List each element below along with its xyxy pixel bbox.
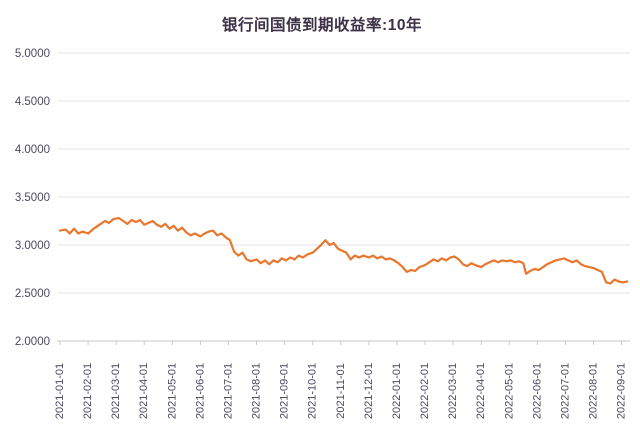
y-axis-tick-label: 2.0000 xyxy=(15,336,50,348)
x-axis-tick-label: 2021-06-01 xyxy=(194,363,206,419)
chart-title: 银行间国债到期收益率:10年 xyxy=(222,17,422,34)
series-line-10y-yield xyxy=(58,217,629,285)
x-axis-tick-label: 2022-01-01 xyxy=(391,363,403,419)
x-axis-tick-label: 2021-03-01 xyxy=(110,363,122,419)
x-axis-tick-label: 2021-08-01 xyxy=(251,363,263,419)
x-axis-tick-label: 2022-05-01 xyxy=(503,363,515,419)
x-axis-tick-label: 2021-02-01 xyxy=(82,363,94,419)
x-axis-tick-label: 2021-04-01 xyxy=(138,363,150,419)
x-axis-tick-label: 2021-10-01 xyxy=(307,363,319,419)
x-axis-tick-label: 2021-12-01 xyxy=(363,363,375,419)
x-axis-tick-label: 2022-09-01 xyxy=(616,363,628,419)
x-axis-tick-label: 2022-06-01 xyxy=(531,363,543,419)
y-axis-tick-label: 4.5000 xyxy=(15,96,50,108)
x-axis-tick-label: 2021-05-01 xyxy=(166,363,178,419)
x-axis-tick-label: 2021-11-01 xyxy=(335,363,347,418)
y-axis-tick-label: 3.0000 xyxy=(15,240,50,252)
x-axis-tick-label: 2021-07-01 xyxy=(222,363,234,419)
x-axis-tick-label: 2021-09-01 xyxy=(279,363,291,419)
x-axis-tick-label: 2021-01-01 xyxy=(54,363,66,419)
y-axis-tick-label: 2.5000 xyxy=(15,288,50,300)
y-axis-tick-label: 5.0000 xyxy=(15,48,50,60)
x-axis-tick-label: 2022-02-01 xyxy=(419,363,431,419)
y-axis-tick-label: 3.5000 xyxy=(15,192,50,204)
x-axis-tick-label: 2022-04-01 xyxy=(475,363,487,419)
y-axis-tick-label: 4.0000 xyxy=(15,144,50,156)
x-axis-tick-label: 2022-07-01 xyxy=(559,363,571,419)
x-axis-tick-label: 2022-03-01 xyxy=(447,363,459,419)
x-axis-tick-label: 2022-08-01 xyxy=(588,363,600,419)
